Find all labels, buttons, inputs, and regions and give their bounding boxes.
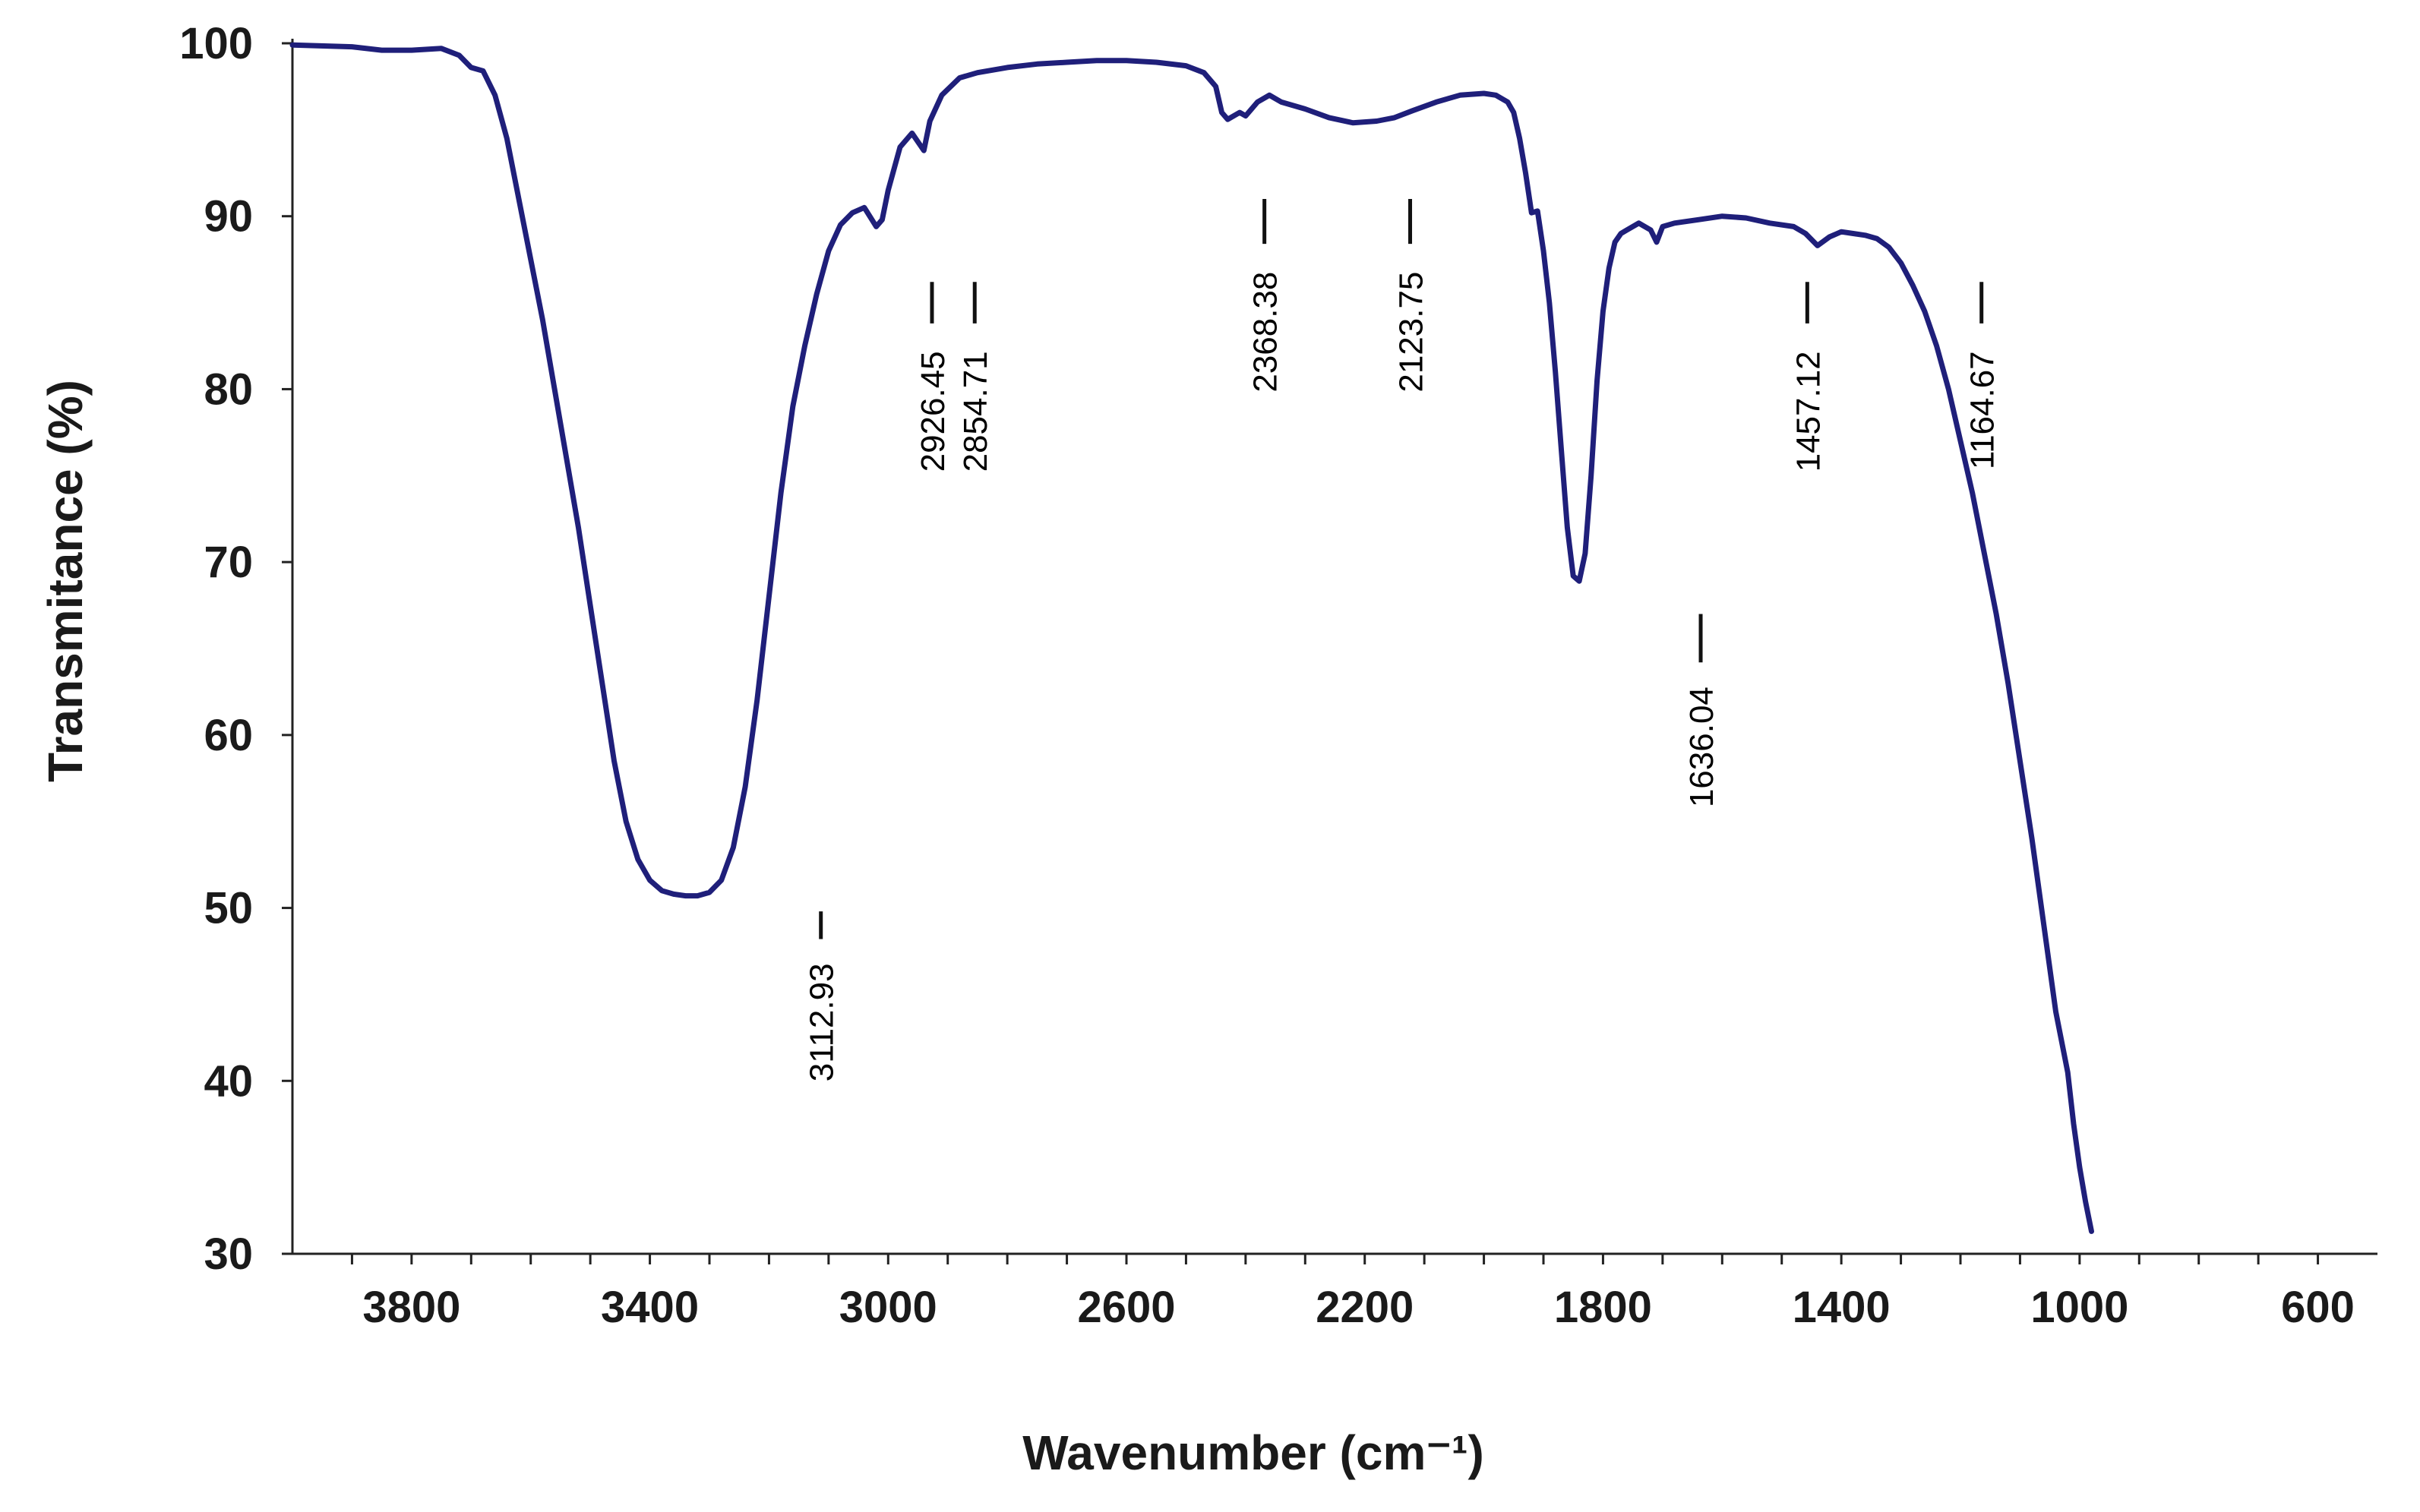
y-tick-label: 70 [204, 538, 253, 587]
y-tick-label: 40 [204, 1056, 253, 1106]
y-tick-label: 90 [204, 192, 253, 241]
x-tick-label: 2600 [1077, 1283, 1175, 1332]
x-tick-label: 2200 [1316, 1283, 1414, 1332]
x-tick-label: 3800 [362, 1283, 460, 1332]
x-tick-label: 600 [2281, 1283, 2355, 1332]
peak-label: 2926.45 [915, 351, 952, 472]
x-axis-title: Wavenumber (cm⁻¹) [1022, 1425, 1484, 1480]
series-line [289, 42, 2094, 1234]
x-tick-label: 3400 [601, 1283, 699, 1332]
y-tick-label: 100 [179, 19, 253, 68]
peak-annotations: 3112.93 2926.45 2854.71 2368.38 2123.75 1636.… [804, 198, 2001, 1081]
peak-label: 2854.71 [957, 351, 994, 472]
peak-label: 3112.93 [804, 963, 841, 1081]
peak-label: 2368.38 [1247, 272, 1284, 393]
y-axis-title: Transmitance (%) [38, 380, 93, 782]
peak-label: 2123.75 [1393, 272, 1430, 393]
peak-label: 1636.04 [1683, 687, 1720, 807]
x-tick-label: 1800 [1554, 1283, 1652, 1332]
axes [282, 39, 2377, 1264]
y-tick-label: 30 [204, 1229, 253, 1279]
y-tick-label: 60 [204, 711, 253, 760]
x-tick-label: 1000 [2030, 1283, 2128, 1332]
series-group [289, 42, 2094, 1234]
peak-label: 1164.67 [1964, 351, 2001, 469]
x-tick-label: 1400 [1793, 1283, 1891, 1332]
peak-label: 1457.12 [1790, 351, 1827, 472]
y-tick-labels: 30 40 50 60 70 80 90 100 [179, 19, 253, 1279]
y-tick-label: 80 [204, 365, 253, 414]
x-tick-labels: 3800 3400 3000 2600 2200 1800 1400 1000 600 [362, 1283, 2355, 1332]
x-tick-label: 3000 [839, 1283, 937, 1332]
y-tick-label: 50 [204, 884, 253, 933]
